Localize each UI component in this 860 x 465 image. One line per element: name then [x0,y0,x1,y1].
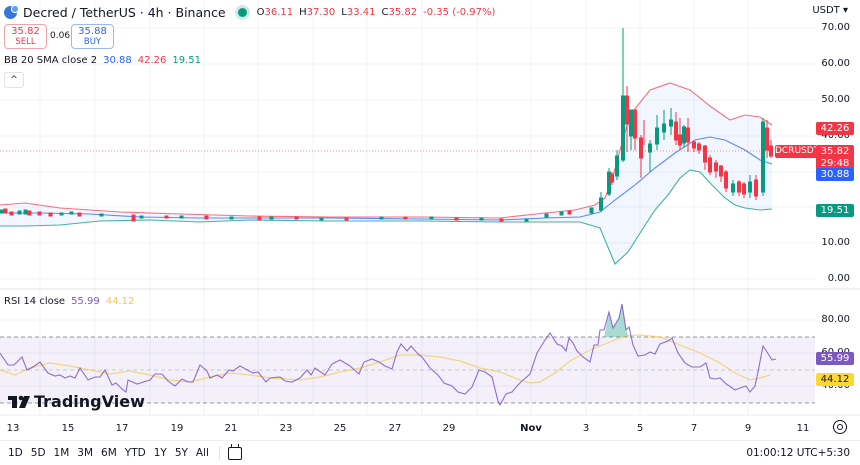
open-label: O [256,6,265,18]
ohlc-values: O36.11 H37.30 L33.41 C35.82 -0.35 (-0.97… [257,7,496,18]
tradingview-logo-text: TradingView [34,392,145,411]
rsi-ma-tag: 44.12 [816,373,854,386]
buy-price: 35.88 [78,26,107,37]
range-ytd-button[interactable]: YTD [124,447,146,459]
bb-band-fill [0,83,772,264]
time-label: 29 [442,423,456,434]
spread-value: 0.06 [50,31,71,41]
bottom-toolbar: 1D 5D 1M 3M 6M YTD 1Y 5Y All [0,440,860,465]
bb-name: BB 20 SMA close 2 [4,55,98,66]
close-label: C [381,6,389,18]
rsi-value-tag: 55.99 [816,352,854,365]
time-label: 23 [279,423,293,434]
time-label: 3 [582,423,590,434]
time-label: 9 [744,423,752,434]
time-label: 15 [61,423,75,434]
bb-lower-value: 19.51 [172,55,202,66]
buy-button[interactable]: 35.88 BUY [71,24,114,49]
range-5d-button[interactable]: 5D [30,447,46,459]
time-label: 19 [170,423,184,434]
last-price-tag: 35.82 [816,145,854,158]
candles-spike-region [599,28,773,212]
open-value: 36.11 [264,6,294,18]
toolbar-divider [218,446,220,460]
bb-basis-tag: 30.88 [816,168,854,181]
range-5y-button[interactable]: 5Y [174,447,188,459]
bb-lower-tag: 19.51 [816,204,854,217]
currency-selector[interactable]: USDT ▾ [812,5,848,16]
time-label: 27 [388,423,402,434]
sell-label: SELL [15,37,36,47]
decred-logo-icon [4,4,19,19]
chart-settings-gear-icon[interactable] [833,420,847,434]
time-label: 13 [6,423,20,434]
rsi-ma-value: 44.12 [105,296,135,307]
bb-basis-line [0,136,773,221]
time-label: 11 [796,423,810,434]
range-1m-button[interactable]: 1M [53,447,70,459]
close-value: 35.82 [388,6,418,18]
bb-basis-value: 30.88 [103,55,132,66]
time-label: 5 [636,423,644,434]
price-tick: 40.00 [821,130,850,141]
time-label: 7 [690,423,698,434]
tradingview-logo-mark [8,395,30,408]
low-value: 33.41 [346,6,376,18]
time-label: 25 [333,423,347,434]
symbol-tag: DCRUSDT [775,145,820,158]
change-value: -0.35 (-0.97%) [423,6,496,18]
buy-label: BUY [83,37,102,47]
time-label: 21 [224,423,238,434]
bb-upper-tag: 42.26 [816,122,854,135]
timezone-clock[interactable]: 01:00:12 UTC+5:30 [746,447,850,459]
price-tick: 0.00 [827,273,850,284]
rsi-name: RSI 14 close [4,296,66,307]
rsi-indicator-legend[interactable]: RSI 14 close 55.99 44.12 [4,296,134,307]
rsi-value: 55.99 [71,296,100,307]
time-label: 17 [115,423,129,434]
price-tick: 50.00 [821,94,850,105]
horizontal-gridlines [0,27,815,387]
high-value: 37.30 [306,6,336,18]
rsi-line [0,303,777,407]
bb-indicator-legend[interactable]: BB 20 SMA close 2 30.88 42.26 19.51 [4,55,201,66]
sell-button[interactable]: 35.82 SELL [4,24,47,49]
price-tick: 10.00 [821,237,850,248]
symbol-header: Decred / TetherUS · 4h · Binance O36.11 … [4,3,495,21]
bar-countdown-tag: 29:48 [816,157,854,170]
chevron-up-icon: ^ [10,75,18,85]
range-all-button[interactable]: All [195,447,209,459]
symbol-title[interactable]: Decred / TetherUS · 4h · Binance [23,4,226,20]
high-label: H [299,6,307,18]
price-tick: 70.00 [821,22,850,33]
range-6m-button[interactable]: 6M [101,447,117,459]
price-tick: 60.00 [821,58,850,69]
bb-upper-value: 42.26 [137,55,167,66]
candles-flat-region [0,207,594,222]
rsi-tick: 80.00 [821,314,850,325]
range-3m-button[interactable]: 3M [77,447,94,459]
range-1y-button[interactable]: 1Y [153,447,167,459]
range-1d-button[interactable]: 1D [8,447,23,459]
low-label: L [341,6,347,18]
time-label-month: Nov [520,423,542,434]
bb-lower-line [0,169,773,265]
collapse-legend-button[interactable]: ^ [4,72,24,88]
market-open-status-icon [237,7,247,17]
go-to-date-calendar-icon[interactable] [227,443,242,460]
sell-price: 35.82 [11,26,40,37]
